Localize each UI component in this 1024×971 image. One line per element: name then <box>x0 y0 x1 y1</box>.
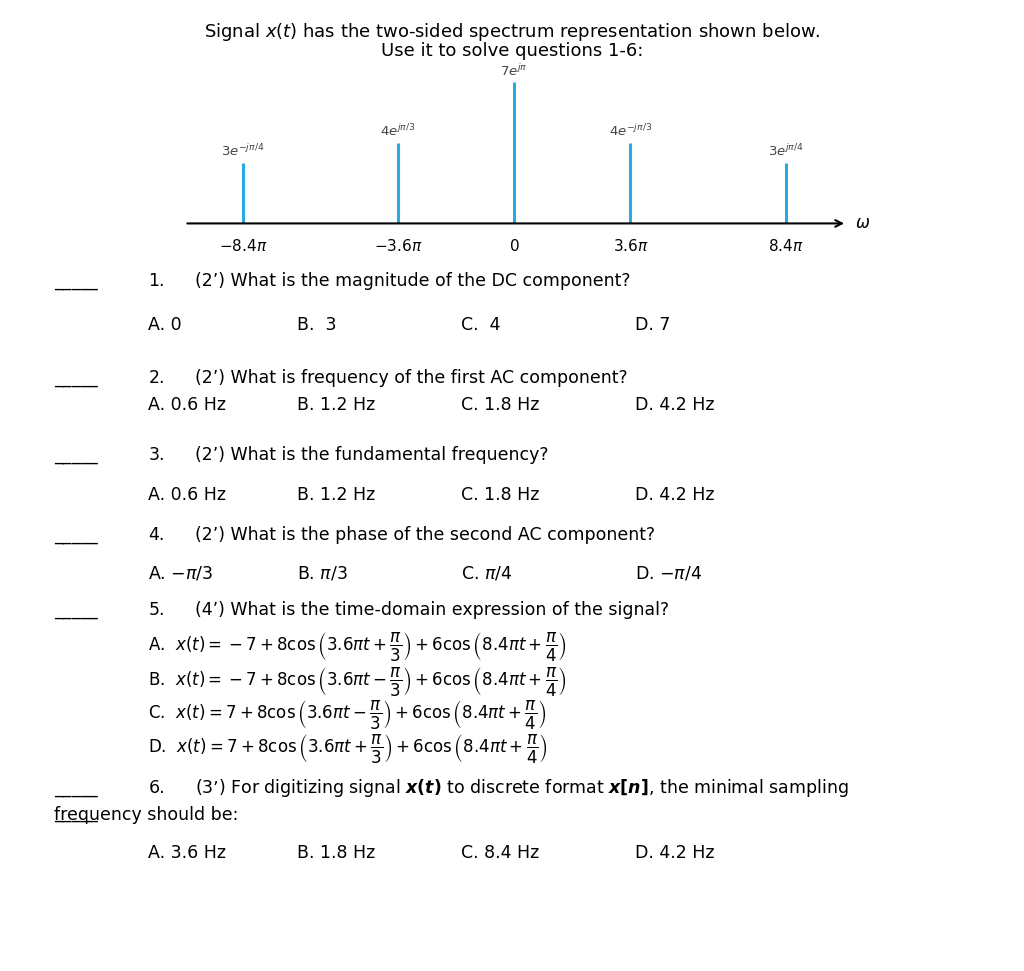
Text: _____: _____ <box>54 272 98 290</box>
Text: D. 4.2 Hz: D. 4.2 Hz <box>635 844 715 862</box>
Text: $3.6\pi$: $3.6\pi$ <box>612 238 648 253</box>
Text: 5.: 5. <box>148 601 165 619</box>
Text: A. $-\pi/3$: A. $-\pi/3$ <box>148 564 214 582</box>
Text: $\omega$: $\omega$ <box>855 215 870 232</box>
Text: C. 8.4 Hz: C. 8.4 Hz <box>461 844 539 862</box>
Text: C. $\pi/4$: C. $\pi/4$ <box>461 564 512 582</box>
Text: $3e^{j\pi/4}$: $3e^{j\pi/4}$ <box>768 144 804 159</box>
Text: D. 4.2 Hz: D. 4.2 Hz <box>635 486 715 504</box>
Text: $-8.4\pi$: $-8.4\pi$ <box>218 238 267 253</box>
Text: (3’) For digitizing signal $\boldsymbol{x(t)}$ to discrete format $\boldsymbol{x: (3’) For digitizing signal $\boldsymbol{… <box>195 777 848 799</box>
Text: A. 0.6 Hz: A. 0.6 Hz <box>148 486 226 504</box>
Text: 6.: 6. <box>148 779 165 797</box>
Text: B. 1.8 Hz: B. 1.8 Hz <box>297 844 375 862</box>
Text: C. 1.8 Hz: C. 1.8 Hz <box>461 396 540 414</box>
Text: _____: _____ <box>54 369 98 387</box>
Text: $3e^{-j\pi/4}$: $3e^{-j\pi/4}$ <box>221 144 264 159</box>
Text: $0$: $0$ <box>509 238 519 253</box>
Text: C. 1.8 Hz: C. 1.8 Hz <box>461 486 540 504</box>
Text: (2’) What is the phase of the second AC component?: (2’) What is the phase of the second AC … <box>195 526 654 544</box>
Text: B.  $x(t) = -7 + 8\cos\left(3.6\pi t - \dfrac{\pi}{3}\right) + 6\cos\left(8.4\pi: B. $x(t) = -7 + 8\cos\left(3.6\pi t - \d… <box>148 665 567 698</box>
Text: D.  $x(t) = 7 + 8\cos\left(3.6\pi t + \dfrac{\pi}{3}\right) + 6\cos\left(8.4\pi : D. $x(t) = 7 + 8\cos\left(3.6\pi t + \df… <box>148 732 548 765</box>
Text: D. 7: D. 7 <box>635 316 671 334</box>
Text: A.  $x(t) = -7 + 8\cos\left(3.6\pi t + \dfrac{\pi}{3}\right) + 6\cos\left(8.4\pi: A. $x(t) = -7 + 8\cos\left(3.6\pi t + \d… <box>148 630 567 663</box>
Text: $7e^{j\pi}$: $7e^{j\pi}$ <box>501 63 527 79</box>
Text: _____: _____ <box>54 780 98 797</box>
Text: B.  3: B. 3 <box>297 316 337 334</box>
Text: Signal $x(t)$ has the two-sided spectrum representation shown below.: Signal $x(t)$ has the two-sided spectrum… <box>204 21 820 44</box>
Text: (2’) What is the magnitude of the DC component?: (2’) What is the magnitude of the DC com… <box>195 272 630 290</box>
Text: Use it to solve questions 1-6:: Use it to solve questions 1-6: <box>381 42 643 60</box>
Text: $4e^{-j\pi/3}$: $4e^{-j\pi/3}$ <box>609 123 652 139</box>
Text: _____: _____ <box>54 804 98 822</box>
Text: 3.: 3. <box>148 446 165 464</box>
Text: A. 0: A. 0 <box>148 316 182 334</box>
Text: $-3.6\pi$: $-3.6\pi$ <box>374 238 422 253</box>
Text: 2.: 2. <box>148 369 165 387</box>
Text: D. 4.2 Hz: D. 4.2 Hz <box>635 396 715 414</box>
Text: B. 1.2 Hz: B. 1.2 Hz <box>297 486 375 504</box>
Text: 4.: 4. <box>148 526 165 544</box>
Text: _____: _____ <box>54 601 98 619</box>
Text: A. 3.6 Hz: A. 3.6 Hz <box>148 844 226 862</box>
Text: (2’) What is the fundamental frequency?: (2’) What is the fundamental frequency? <box>195 446 548 464</box>
Text: 1.: 1. <box>148 272 165 290</box>
Text: _____: _____ <box>54 447 98 464</box>
Text: A. 0.6 Hz: A. 0.6 Hz <box>148 396 226 414</box>
Text: $4e^{j\pi/3}$: $4e^{j\pi/3}$ <box>380 123 416 139</box>
Text: frequency should be:: frequency should be: <box>54 806 239 824</box>
Text: $8.4\pi$: $8.4\pi$ <box>768 238 804 253</box>
Text: B. 1.2 Hz: B. 1.2 Hz <box>297 396 375 414</box>
Text: D. $-\pi/4$: D. $-\pi/4$ <box>635 564 702 582</box>
Text: _____: _____ <box>54 526 98 545</box>
Text: B. $\pi/3$: B. $\pi/3$ <box>297 564 348 582</box>
Text: C.  4: C. 4 <box>461 316 501 334</box>
Text: (2’) What is frequency of the first AC component?: (2’) What is frequency of the first AC c… <box>195 369 627 387</box>
Text: (4’) What is the time-domain expression of the signal?: (4’) What is the time-domain expression … <box>195 601 669 619</box>
Text: C.  $x(t) = 7 + 8\cos\left(3.6\pi t - \dfrac{\pi}{3}\right) + 6\cos\left(8.4\pi : C. $x(t) = 7 + 8\cos\left(3.6\pi t - \df… <box>148 698 547 731</box>
